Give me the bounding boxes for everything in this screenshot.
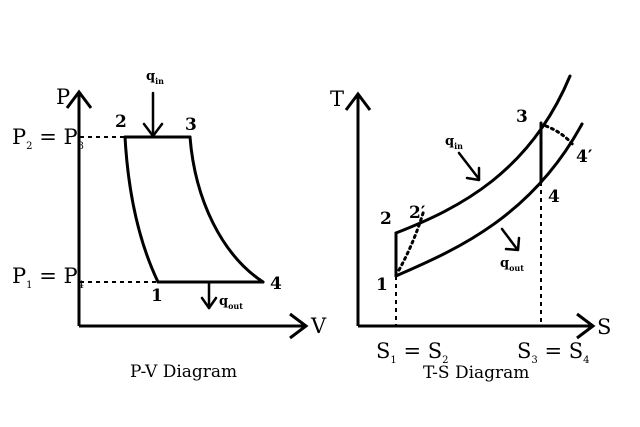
- pv-q-in-arrowhead: [142, 122, 164, 138]
- pv-q-out-label: qout: [219, 294, 243, 311]
- pv-v-axis-label: V: [310, 314, 327, 338]
- pv-p-low-label: P1 = P4: [12, 264, 84, 291]
- pv-q-out-arrowhead: [200, 296, 218, 310]
- ts-diagram: T S qin qout 2 2′ 1 3 4 4′ S1 = S2 S3 = …: [330, 74, 611, 383]
- ts-q-in-label: qin: [445, 134, 463, 151]
- ts-point-1: 1: [376, 275, 388, 295]
- ts-low-pressure-curve: [394, 122, 584, 278]
- ts-s-right-label: S3 = S4: [517, 339, 589, 366]
- ts-actual-1-2prime: [397, 208, 426, 272]
- ts-q-in-arrow: [457, 151, 481, 181]
- ts-s-axis-arrowhead: [576, 312, 596, 340]
- pv-point-3: 3: [185, 115, 197, 135]
- ts-point-4: 4: [548, 187, 560, 207]
- pv-p-axis-arrowhead: [65, 89, 93, 109]
- pv-point-4: 4: [270, 274, 282, 294]
- pv-process-3-4: [188, 135, 265, 284]
- ts-t-axis-label: T: [330, 87, 344, 111]
- ts-s-axis-label: S: [597, 315, 611, 339]
- pv-p-high-label: P2 = P3: [12, 125, 84, 152]
- pv-v-axis-arrowhead: [289, 312, 309, 340]
- ts-actual-3-4prime: [544, 124, 576, 148]
- ts-point-2prime: 2′: [409, 203, 426, 223]
- pv-p-axis-label: P: [56, 85, 70, 109]
- pv-point-1: 1: [151, 286, 163, 306]
- ts-q-in-arrowhead: [465, 166, 481, 182]
- pv-point-2: 2: [115, 112, 127, 132]
- ts-s-left-label: S1 = S2: [376, 339, 448, 366]
- ts-q-out-arrow: [500, 227, 519, 251]
- pv-process-1-2: [123, 135, 160, 284]
- ts-point-2: 2: [380, 209, 392, 229]
- ts-high-pressure-curve: [394, 74, 572, 235]
- ts-q-out-label: qout: [500, 256, 524, 273]
- pv-diagram: P V qin qout 2 3 4 1 P2 = P3 P1 = P4 P-V…: [12, 69, 327, 382]
- ts-point-4prime: 4′: [576, 147, 593, 167]
- ts-point-3: 3: [516, 107, 528, 127]
- ts-q-out-arrowhead: [504, 236, 521, 252]
- ts-t-axis-arrowhead: [344, 91, 372, 111]
- pv-q-in-label: qin: [146, 69, 164, 86]
- pv-caption: P-V Diagram: [130, 362, 237, 382]
- ts-caption: T-S Diagram: [423, 363, 529, 383]
